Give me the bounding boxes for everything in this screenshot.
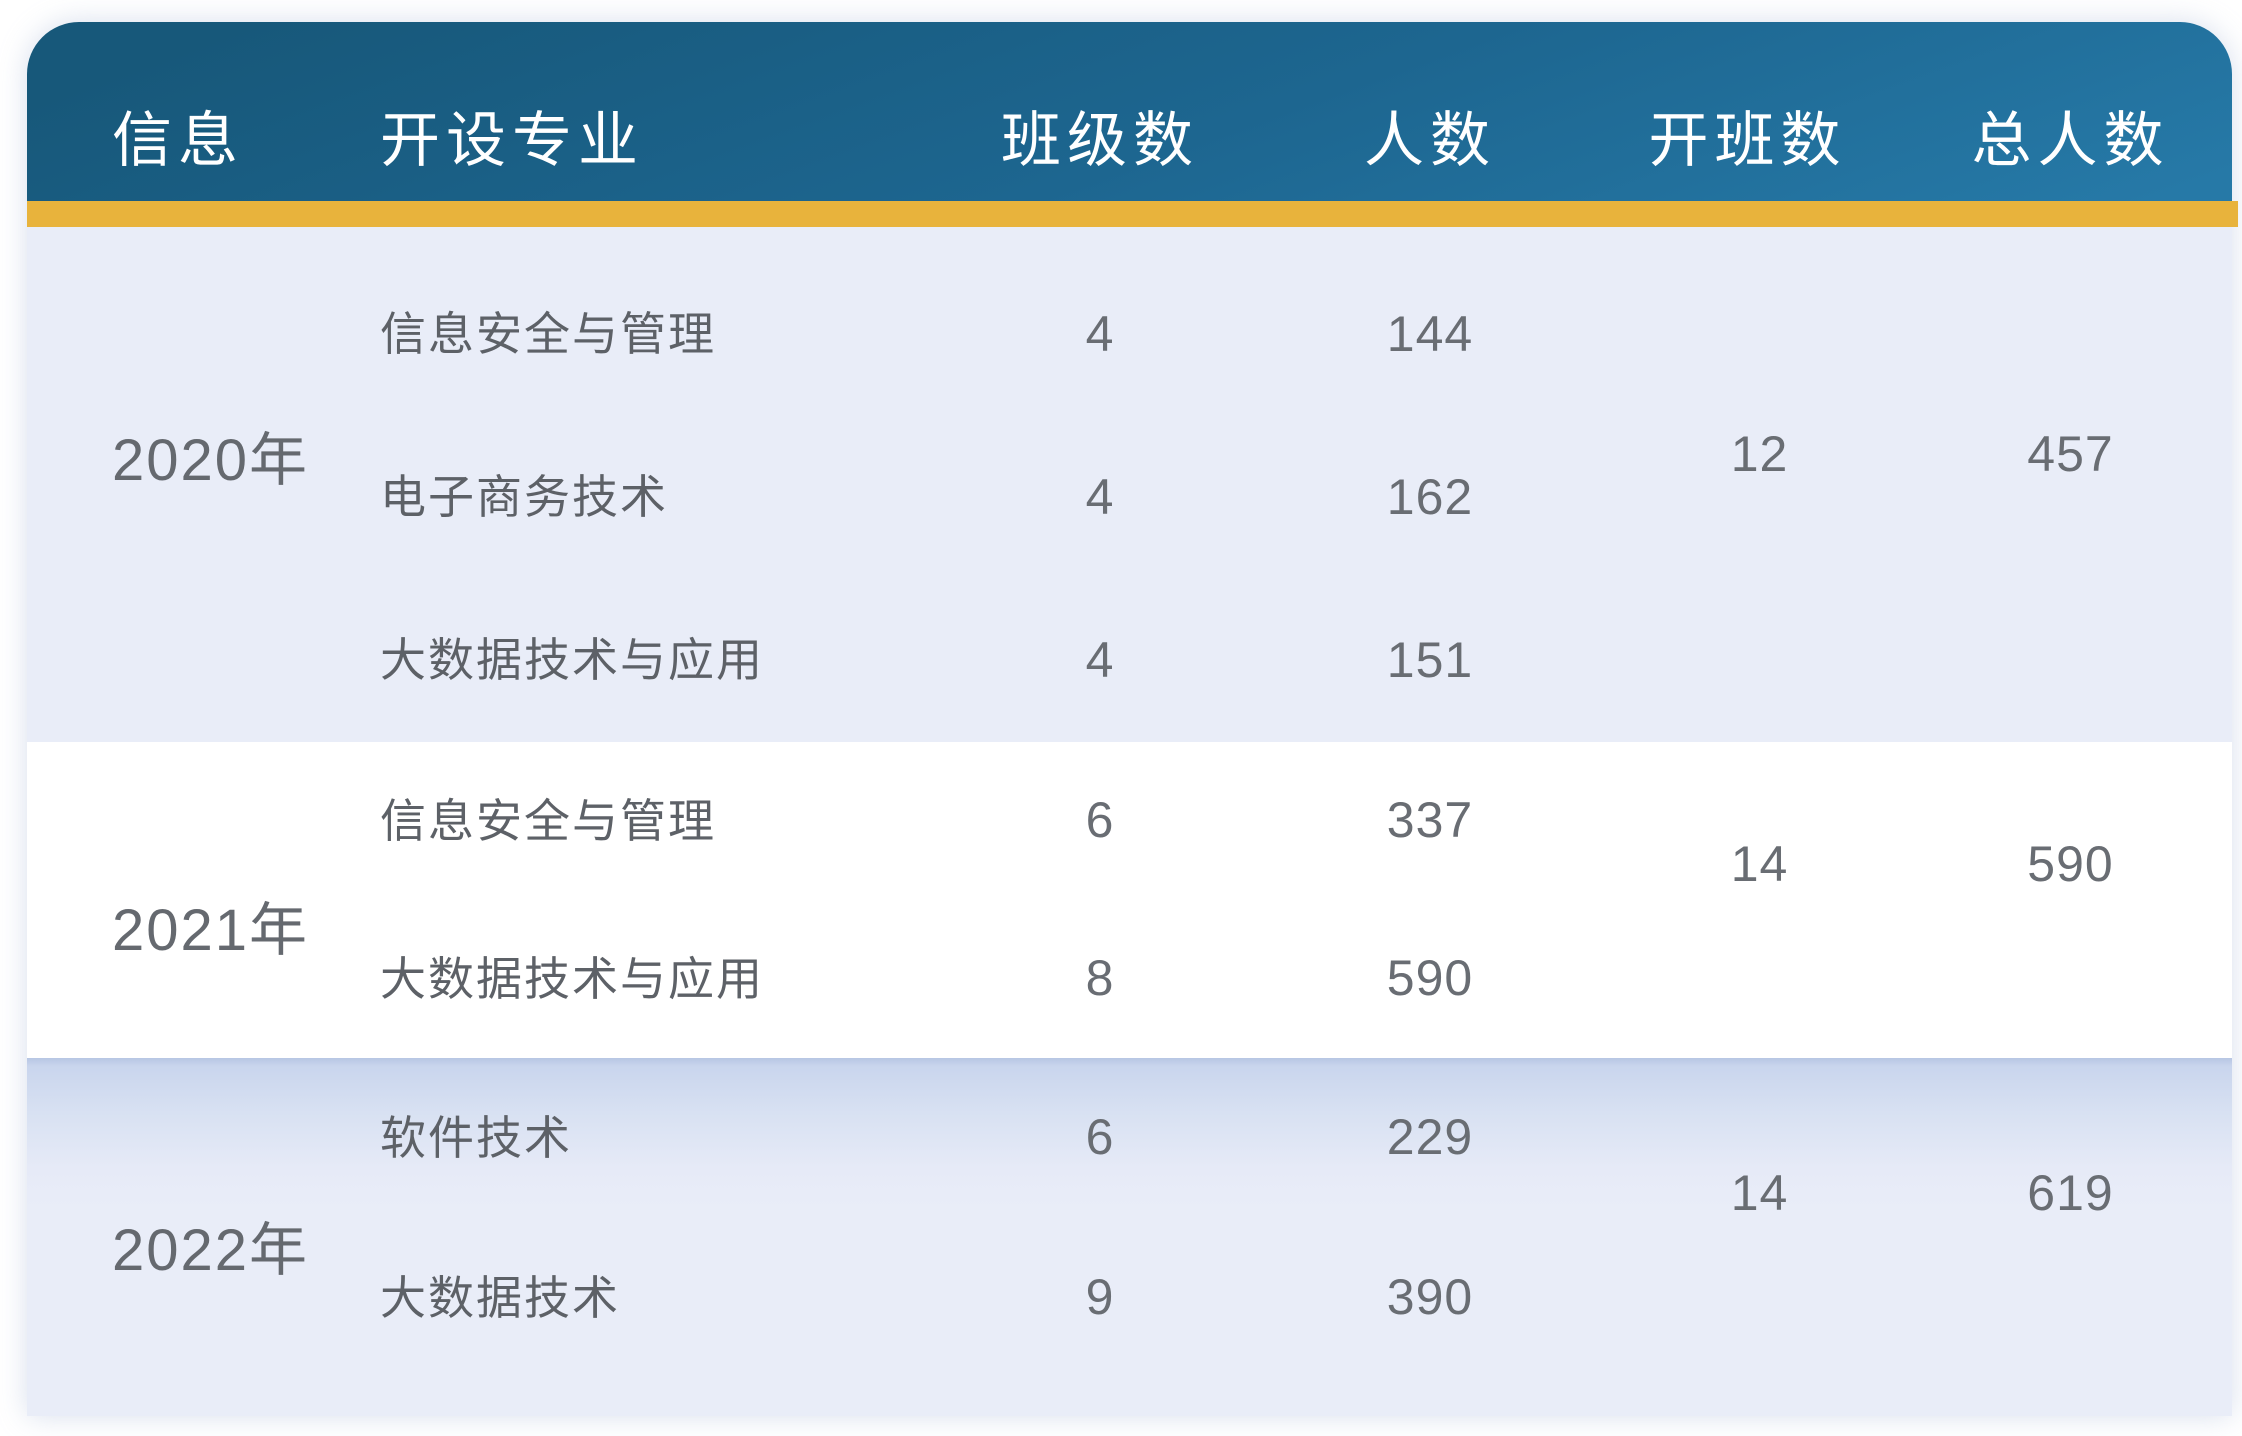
major-cell: 软件技术 bbox=[380, 1111, 572, 1164]
year-section-2022: 2022年 软件技术 6 229 大数据技术 9 390 14 619 bbox=[27, 1058, 2232, 1416]
column-header-total: 总人数 bbox=[1971, 107, 2170, 174]
major-cell: 电子商务技术 bbox=[380, 471, 668, 524]
classes-cell: 4 bbox=[1085, 305, 1115, 362]
major-cell: 信息安全与管理 bbox=[380, 308, 716, 361]
major-cell: 大数据技术与应用 bbox=[380, 952, 764, 1005]
year-section-2021: 2021年 信息安全与管理 6 337 大数据技术与应用 8 590 14 59… bbox=[27, 742, 2232, 1058]
column-header-info: 信息 bbox=[112, 107, 244, 174]
major-cell: 大数据技术与应用 bbox=[380, 634, 764, 687]
people-cell: 162 bbox=[1386, 468, 1474, 525]
column-header-opened: 开班数 bbox=[1648, 107, 1847, 174]
opened-classes-merged-cell: 14 bbox=[1730, 1165, 1789, 1222]
table-header-row: 信息 开设专业 班级数 人数 开班数 总人数 bbox=[27, 22, 2232, 201]
classes-cell: 4 bbox=[1085, 631, 1115, 688]
accent-bar bbox=[27, 201, 2238, 227]
people-cell: 144 bbox=[1386, 305, 1474, 362]
total-people-merged-cell: 457 bbox=[2027, 425, 2114, 482]
column-header-major: 开设专业 bbox=[380, 107, 644, 174]
classes-cell: 6 bbox=[1085, 792, 1115, 849]
year-label: 2020年 bbox=[112, 428, 310, 494]
people-cell: 337 bbox=[1386, 792, 1474, 849]
year-label: 2022年 bbox=[112, 1217, 310, 1283]
column-header-classes: 班级数 bbox=[1001, 107, 1199, 174]
people-cell: 390 bbox=[1386, 1269, 1474, 1326]
opened-classes-merged-cell: 14 bbox=[1730, 836, 1789, 893]
classes-cell: 8 bbox=[1085, 950, 1115, 1007]
classes-cell: 6 bbox=[1085, 1109, 1115, 1166]
people-cell: 229 bbox=[1386, 1109, 1474, 1166]
major-cell: 信息安全与管理 bbox=[380, 794, 716, 847]
classes-cell: 9 bbox=[1085, 1269, 1115, 1326]
classes-cell: 4 bbox=[1085, 468, 1115, 525]
column-header-people: 人数 bbox=[1364, 107, 1496, 174]
people-cell: 151 bbox=[1386, 631, 1474, 688]
people-cell: 590 bbox=[1386, 950, 1474, 1007]
opened-classes-merged-cell: 12 bbox=[1730, 425, 1789, 482]
year-label: 2021年 bbox=[112, 897, 310, 963]
enrollment-table: 信息 开设专业 班级数 人数 开班数 总人数 2020年 信息安全与管理 4 1… bbox=[27, 22, 2238, 1416]
total-people-merged-cell: 590 bbox=[2027, 836, 2114, 893]
major-cell: 大数据技术 bbox=[380, 1271, 620, 1324]
year-section-2020: 2020年 信息安全与管理 4 144 电子商务技术 4 162 大数据技术与应… bbox=[27, 227, 2232, 742]
total-people-merged-cell: 619 bbox=[2027, 1165, 2114, 1222]
